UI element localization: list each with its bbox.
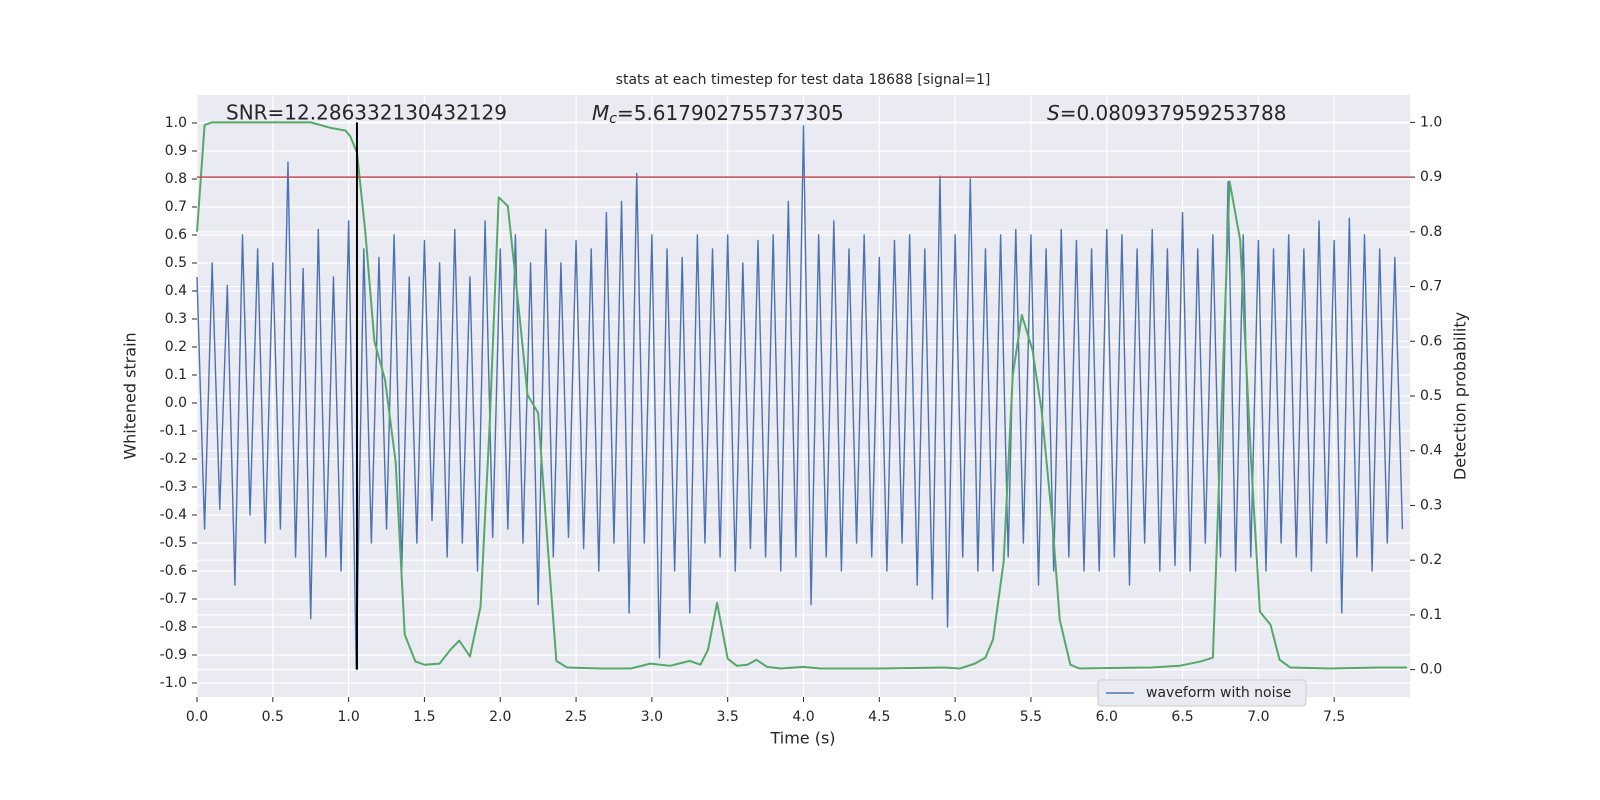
y-tick-label: 0.7 — [165, 199, 187, 215]
annotation: S=0.080937959253788 — [1047, 101, 1286, 125]
x-tick-label: 3.0 — [641, 709, 663, 725]
marks — [196, 121, 1410, 670]
y-axis-label: Whitened strain — [121, 332, 140, 459]
y-tick-label: 0.8 — [165, 171, 187, 187]
y2-tick-label: 0.1 — [1420, 607, 1442, 623]
x-tick-label: 6.0 — [1096, 709, 1118, 725]
y-tick-label: -0.7 — [160, 591, 187, 607]
y-tick-label: 0.5 — [165, 255, 187, 271]
y2-tick-label: 0.4 — [1420, 443, 1442, 459]
y-tick-label: 0.0 — [165, 395, 187, 411]
y-tick-label: 0.6 — [165, 227, 187, 243]
annotation-symbol: M — [592, 101, 609, 125]
annotation: Mc=5.617902755737305 — [592, 101, 844, 128]
y-tick-label: -0.3 — [160, 479, 187, 495]
grid — [196, 95, 1410, 697]
x-tick-label: 5.0 — [944, 709, 966, 725]
y-tick-label: -0.1 — [160, 423, 187, 439]
x-tick-label: 2.0 — [489, 709, 511, 725]
y2-axis-label: Detection probability — [1451, 312, 1470, 480]
y-tick-label: 0.3 — [165, 311, 187, 327]
x-tick-label: 0.0 — [186, 709, 208, 725]
x-tick-label: 4.5 — [868, 709, 890, 725]
legend-box — [1097, 679, 1307, 707]
y-tick-label: -0.4 — [160, 507, 187, 523]
series-line — [196, 121, 1407, 670]
y2-tick-label: 0.3 — [1420, 497, 1442, 513]
chart-title: stats at each timestep for test data 186… — [616, 72, 991, 88]
x-axis-label: Time (s) — [769, 729, 835, 748]
legend-label: waveform with noise — [1146, 685, 1291, 701]
y2-tick-label: 0.7 — [1420, 279, 1442, 295]
x-tick-label: 0.5 — [262, 709, 284, 725]
x-tick-label: 7.5 — [1323, 709, 1345, 725]
x-tick-label: 6.5 — [1171, 709, 1193, 725]
y2-tick-label: 1.0 — [1420, 114, 1442, 130]
series-line — [196, 125, 1404, 670]
x-tick-label: 1.0 — [337, 709, 359, 725]
y-tick-label: 0.9 — [165, 143, 187, 159]
y2-tick-label: 0.5 — [1420, 388, 1442, 404]
x-tick-label: 5.5 — [1020, 709, 1042, 725]
y2-tick-label: 0.2 — [1420, 552, 1442, 568]
y-tick-label: 0.1 — [165, 367, 187, 383]
y-tick-label: -1.0 — [160, 675, 187, 691]
y2-tick-label: 0.6 — [1420, 333, 1442, 349]
y-tick-label: 1.0 — [165, 115, 187, 131]
y2-tick-label: 0.9 — [1420, 169, 1442, 185]
x-tick-label: 4.0 — [792, 709, 814, 725]
labels: 0.0 0.5 1.0 1.5 2.0 2.5 3.0 3.5 4.0 4.5 5.0 5.5 6.0 6… — [160, 114, 1443, 725]
annotation: SNR=12.286332130432129 — [226, 101, 507, 125]
annotation-text: =0.080937959253788 — [1060, 101, 1287, 125]
y-tick-label: -0.9 — [160, 647, 187, 663]
x-tick-label: 1.5 — [413, 709, 435, 725]
x-tick-label: 3.5 — [717, 709, 739, 725]
y-tick-label: -0.5 — [160, 535, 187, 551]
y2-tick-label: 0.0 — [1420, 662, 1442, 678]
annotation-text: =5.617902755737305 — [617, 101, 844, 125]
x-tick-label: 7.0 — [1247, 709, 1269, 725]
y-tick-label: -0.2 — [160, 451, 187, 467]
y-tick-label: 0.4 — [165, 283, 187, 299]
y-tick-label: 0.2 — [165, 339, 187, 355]
y-tick-label: -0.8 — [160, 619, 187, 635]
annotation-symbol: S — [1047, 101, 1060, 125]
y-tick-label: -0.6 — [160, 563, 187, 579]
annotation-subscript: c — [609, 111, 617, 127]
y2-tick-label: 0.8 — [1420, 224, 1442, 240]
x-tick-label: 2.5 — [565, 709, 587, 725]
